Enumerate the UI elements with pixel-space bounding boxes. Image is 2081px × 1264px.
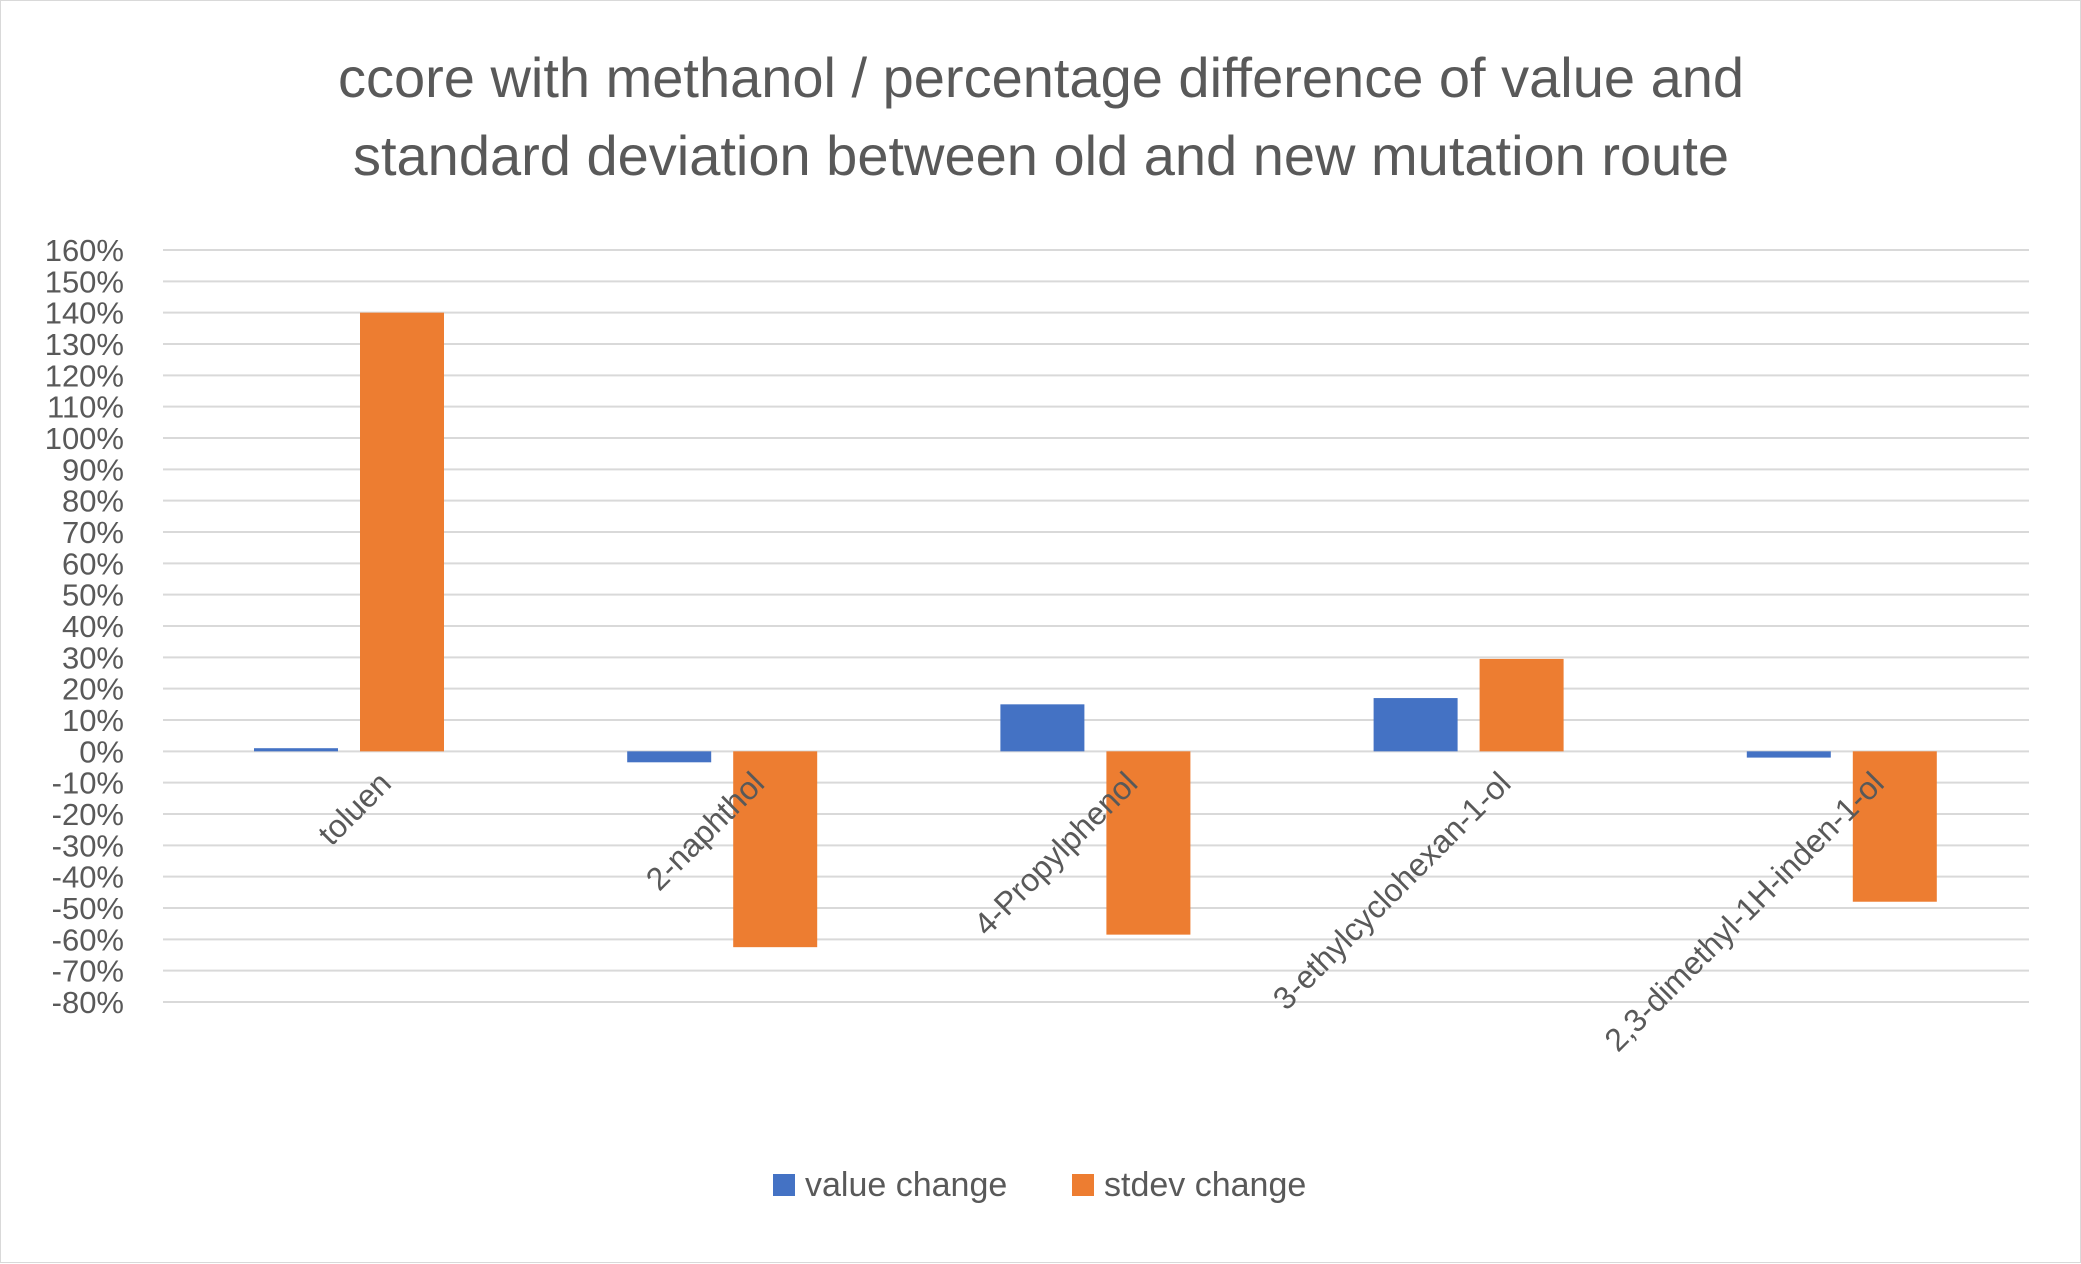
bars xyxy=(254,312,1937,948)
y-tick-label: 130% xyxy=(45,327,124,362)
x-category-label: toluen xyxy=(311,765,398,852)
bar-value-change xyxy=(1746,751,1831,758)
y-tick-label: 40% xyxy=(62,609,124,644)
y-tick-label: 50% xyxy=(62,578,124,613)
y-tick-label: 10% xyxy=(62,703,124,738)
bar-stdev-change xyxy=(733,751,818,948)
y-tick-label: 60% xyxy=(62,546,124,581)
bar-value-change xyxy=(1000,704,1085,752)
legend: value change stdev change xyxy=(773,1166,1306,1204)
y-tick-label: -80% xyxy=(52,985,124,1020)
legend-label: value change xyxy=(805,1166,1007,1204)
chart-title-line-2: standard deviation between old and new m… xyxy=(353,124,1729,187)
legend-swatch xyxy=(1072,1174,1094,1196)
chart-title-line-1: ccore with methanol / percentage differe… xyxy=(338,46,1744,109)
legend-label: stdev change xyxy=(1104,1166,1306,1204)
y-tick-label: 110% xyxy=(47,390,124,425)
y-tick-label: 20% xyxy=(62,672,124,707)
x-category-label: 2,3-dimethyl-1H-inden-1-ol xyxy=(1597,765,1890,1058)
y-tick-label: -70% xyxy=(52,954,124,989)
y-tick-label: 30% xyxy=(62,640,124,675)
y-tick-label: -50% xyxy=(52,891,124,926)
y-tick-label: 90% xyxy=(62,452,124,487)
legend-swatch xyxy=(773,1174,795,1196)
y-tick-label: 120% xyxy=(45,358,124,393)
y-tick-label: 150% xyxy=(45,264,124,299)
bar-value-change xyxy=(254,748,338,752)
bar-stdev-change xyxy=(1106,751,1191,935)
x-axis-category-labels: toluen 2-naphthol 4-Propylphenol 3-ethylcyc… xyxy=(311,765,1891,1058)
y-tick-label: -30% xyxy=(52,828,124,863)
y-tick-label: 100% xyxy=(45,421,124,456)
bar-value-change xyxy=(627,751,712,763)
bar-stdev-change xyxy=(1479,658,1564,752)
bar-stdev-change xyxy=(1852,751,1937,902)
bar-stdev-change xyxy=(360,312,444,752)
chart-title: ccore with methanol / percentage differe… xyxy=(338,46,1744,187)
y-tick-label: -20% xyxy=(52,797,124,832)
bar-value-change xyxy=(1373,698,1458,752)
y-tick-label: 80% xyxy=(62,484,124,519)
x-category-label: 3-ethylcyclohexan-1-ol xyxy=(1266,765,1518,1017)
y-axis-tick-labels: 160%150%140%130%120%110%100%90%80%70%60%… xyxy=(45,233,124,1020)
gridlines xyxy=(163,249,2029,1003)
y-tick-label: -10% xyxy=(52,766,124,801)
y-tick-label: -60% xyxy=(52,922,124,957)
y-tick-label: 70% xyxy=(62,515,124,550)
y-tick-label: 0% xyxy=(79,734,124,769)
y-tick-label: 160% xyxy=(45,233,124,268)
y-tick-label: 140% xyxy=(45,296,124,331)
y-tick-label: -40% xyxy=(52,860,124,895)
